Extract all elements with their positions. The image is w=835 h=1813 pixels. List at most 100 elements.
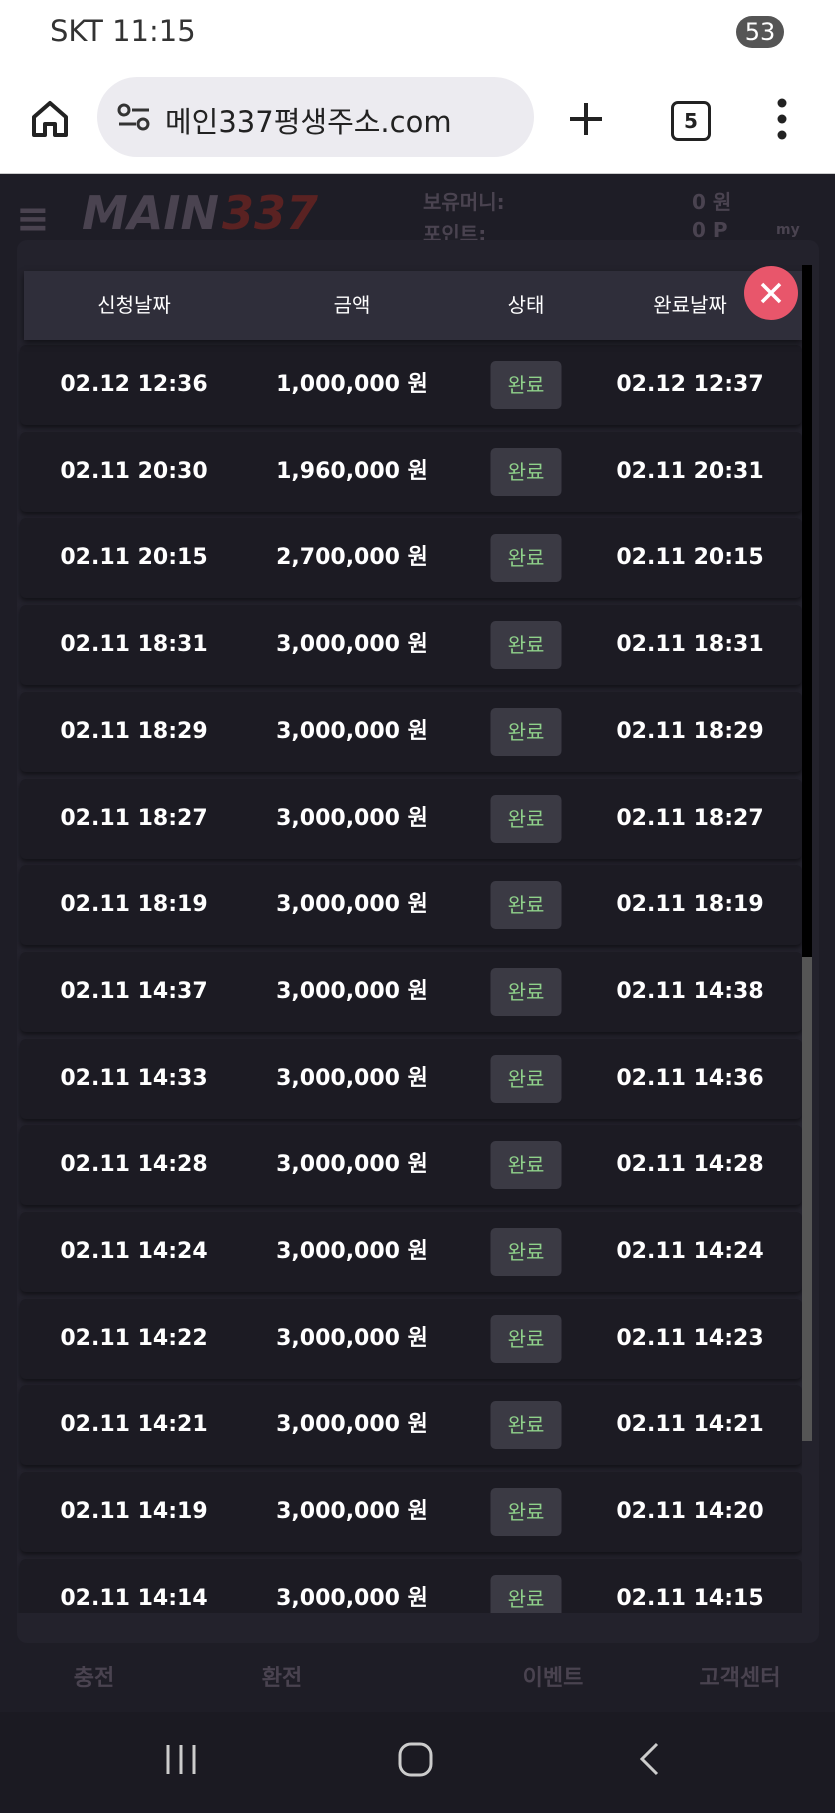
date: 02.11 14:36 [616,1065,764,1091]
status-badge: 완료 [490,1488,562,1537]
table-row: 02.11 18:19 3,000,000 원 완료 02.11 18:19 [20,865,802,946]
amount: 3,000,000 원 [276,1065,428,1091]
browser-bar: 메인337평생주소.com 5 [0,69,835,174]
table-row: 02.11 14:28 3,000,000 원 완료 02.11 14:28 [20,1125,802,1206]
date: 02.12 12:36 [60,372,208,397]
date: 02.11 18:31 [60,632,208,658]
amount: 1,000,000 원 [276,372,428,397]
amount: 3,000,000 원 [276,1412,428,1438]
nav-item[interactable]: 고객센터 [699,1666,781,1691]
status-badge: 완료 [490,707,562,756]
status-badge: 완료 [490,1228,562,1276]
date: 02.11 14:24 [616,1239,764,1264]
balance-value: 0 원 [692,190,732,214]
status-badge: 완료 [490,1054,562,1103]
date: 02.11 14:20 [616,1499,764,1525]
scrollbar [802,265,812,1440]
address-bar[interactable]: 메인337평생주소.com [97,77,534,157]
table-row: 02.11 14:33 3,000,000 원 완료 02.11 14:36 [20,1038,802,1119]
status-badge: 완료 [490,1141,562,1190]
date: 02.11 14:38 [616,978,764,1004]
status-badge: 완료 [490,967,562,1016]
nav-item[interactable]: 환전 [261,1666,303,1691]
date: 02.11 18:29 [616,718,764,744]
amount: 3,000,000 원 [276,1499,428,1525]
date: 02.11 18:29 [60,718,208,744]
hamburger: ≡ [16,196,50,242]
table-row: 02.11 18:31 3,000,000 원 완료 02.11 18:31 [20,605,802,686]
date: 02.11 20:15 [60,545,208,571]
close-button[interactable] [744,266,798,320]
amount: 3,000,000 원 [276,1239,428,1264]
table-row: 02.11 20:15 2,700,000 원 완료 02.11 20:15 [20,518,802,599]
table-row: 02.11 14:22 3,000,000 원 완료 02.11 14:23 [20,1298,802,1379]
amount: 2,700,000 원 [276,545,428,571]
new-tab-button[interactable] [568,101,604,137]
status-bar: SKT 11:15 53 [0,0,835,69]
amount: 3,000,000 원 [276,892,428,918]
date: 02.11 18:27 [60,805,208,831]
home-button[interactable] [30,99,70,139]
date: 02.11 14:28 [60,1152,208,1178]
nav-item[interactable]: 충전 [73,1666,115,1691]
amount: 3,000,000 원 [276,1585,428,1611]
date: 02.11 18:19 [60,892,208,918]
my-label: my [776,222,800,238]
date: 02.11 18:19 [616,892,764,918]
date: 02.11 14:15 [616,1585,764,1611]
table-header: 신청날짜 금액 상태 완료날짜 [24,271,802,340]
status-badge: 완료 [490,534,562,583]
status-badge: 완료 [490,447,562,496]
amount: 3,000,000 원 [276,1152,428,1178]
menu-button[interactable] [776,97,788,141]
table-row: 02.11 14:21 3,000,000 원 완료 02.11 14:21 [20,1385,802,1466]
logo: MAIN [82,186,219,240]
table-row: 02.11 18:27 3,000,000 원 완료 02.11 18:27 [20,778,802,859]
android-nav [0,1712,835,1809]
url: 메인337평생주소.com [165,105,452,139]
date: 02.11 14:21 [60,1412,208,1438]
amount: 3,000,000 원 [276,805,428,831]
table-row: 02.11 14:19 3,000,000 원 완료 02.11 14:20 [20,1472,802,1553]
status-badge: 완료 [490,1401,562,1450]
date: 02.11 20:31 [616,458,764,484]
column-header: 상태 [507,293,545,317]
status-badge: 완료 [490,621,562,670]
status-badge: 완료 [490,881,562,930]
date: 02.11 18:27 [616,805,764,831]
android-buttons[interactable] [0,1712,835,1809]
date: 02.11 14:19 [60,1499,208,1525]
table-row: 02.11 14:37 3,000,000 원 완료 02.11 14:38 [20,951,802,1032]
amount: 3,000,000 원 [276,978,428,1004]
status-badge: 완료 [490,1314,562,1363]
scrollbar-thumb[interactable] [802,957,812,1441]
table-row: 02.11 18:29 3,000,000 원 완료 02.11 18:29 [20,691,802,772]
logo-number: 337 [222,186,319,240]
nav-item[interactable]: 이벤트 [522,1666,584,1691]
tab-count[interactable]: 5 [671,101,711,141]
site-settings-icon[interactable] [117,101,151,133]
status-badge: 완료 [490,794,562,843]
status-badge: 완료 [490,361,562,409]
carrier-time: SKT 11:15 [50,14,196,48]
amount: 1,960,000 원 [276,458,428,484]
date: 02.11 14:14 [60,1585,208,1611]
column-header: 금액 [333,293,371,317]
amount: 3,000,000 원 [276,718,428,744]
amount: 3,000,000 원 [276,632,428,658]
date: 02.11 14:22 [60,1325,208,1351]
bottom-nav: 충전 환전 이벤트 고객센터 [0,1660,835,1712]
date: 02.11 20:30 [60,458,208,484]
column-header: 신청날짜 [97,293,171,317]
date: 02.11 20:15 [616,545,764,571]
date: 02.11 14:23 [616,1325,764,1351]
date: 02.11 14:33 [60,1065,208,1091]
table-row: 02.11 14:14 3,000,000 원 완료 02.11 14:15 [20,1558,802,1613]
date: 02.11 14:24 [60,1239,208,1264]
status-badge: 완료 [490,1574,562,1613]
column-header: 완료날짜 [653,293,727,317]
date: 02.11 14:37 [60,978,208,1004]
date: 02.11 14:21 [616,1412,764,1438]
table-body: 02.12 12:36 1,000,000 원 완료 02.12 12:37 02.11… [17,343,802,1613]
